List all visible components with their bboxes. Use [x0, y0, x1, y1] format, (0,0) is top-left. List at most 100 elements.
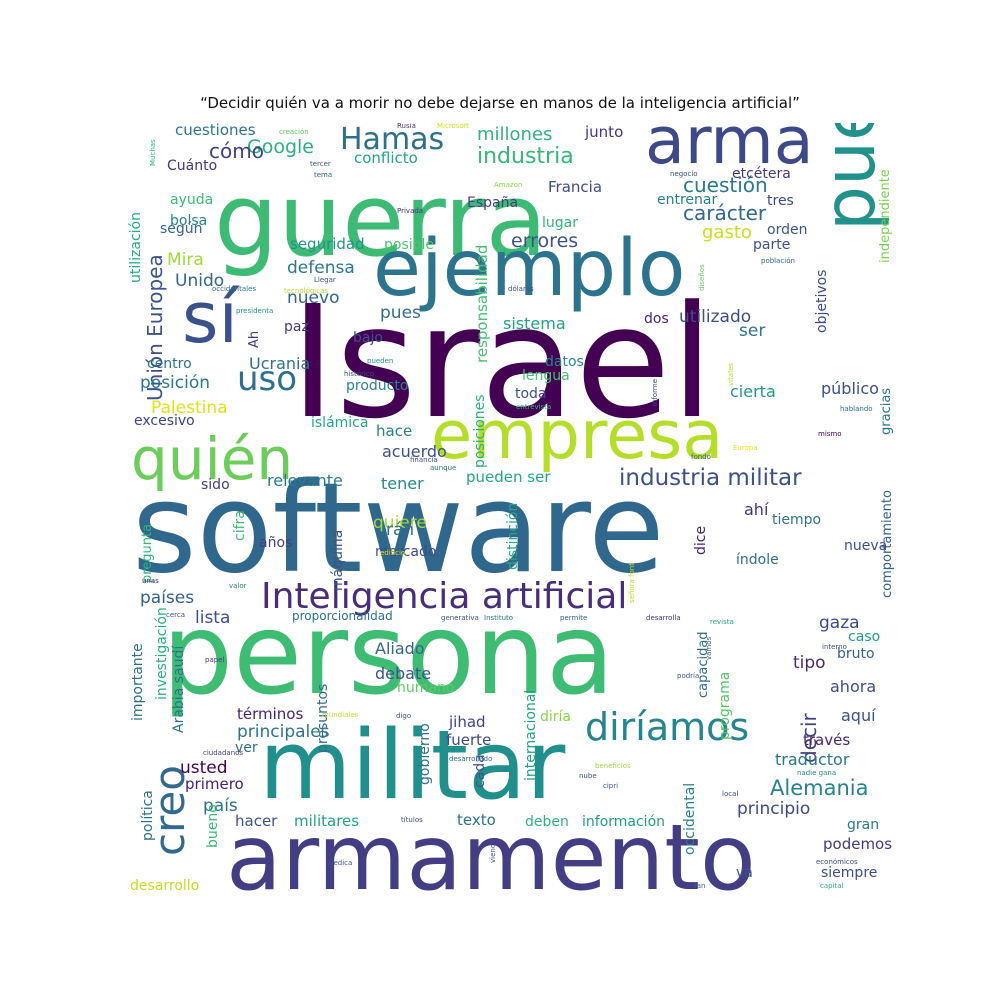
cloud-word: quiere — [373, 513, 427, 533]
cloud-word: podría — [677, 672, 699, 680]
cloud-word: va — [736, 865, 753, 881]
figure-title: “Decidir quién va a morir no debe dejars… — [200, 94, 800, 112]
cloud-word: defensa — [287, 258, 355, 278]
cloud-word: podemos — [823, 835, 892, 853]
cloud-word: principio — [737, 799, 810, 819]
cloud-word: parte — [753, 237, 790, 253]
cloud-word: revista — [710, 618, 734, 626]
cloud-word: dedica — [329, 859, 352, 867]
cloud-word: informe — [651, 379, 659, 406]
cloud-word: diseños — [698, 264, 706, 291]
cloud-word: interno — [822, 643, 847, 651]
cloud-word: Irán — [381, 520, 414, 540]
cloud-word: nube — [579, 772, 597, 780]
cloud-word: millones — [477, 124, 552, 145]
cloud-word: siempre — [821, 865, 877, 881]
cloud-word: presidenta — [236, 307, 273, 315]
cloud-word: producto — [346, 378, 408, 394]
cloud-word: caso — [848, 629, 880, 645]
cloud-word: primero — [185, 775, 244, 793]
cloud-word: ahí — [744, 500, 769, 519]
cloud-word: programa — [717, 672, 733, 740]
cloud-word: capital — [820, 882, 844, 890]
cloud-word: vitales — [727, 363, 735, 386]
cloud-word: orden — [767, 222, 807, 238]
cloud-word: industria — [477, 144, 574, 169]
cloud-word: investigación — [154, 607, 170, 700]
cloud-word: gracias — [879, 388, 894, 435]
cloud-word: hacer — [235, 812, 278, 830]
cloud-word: tercer — [310, 160, 331, 168]
cloud-word: tres — [767, 193, 794, 209]
cloud-word: sistema — [503, 314, 566, 333]
cloud-word: edificio — [380, 549, 405, 557]
cloud-word: industria militar — [619, 465, 802, 491]
cloud-word: títulos — [401, 816, 423, 824]
cloud-word: unas — [142, 577, 159, 585]
cloud-word: fuerte — [446, 731, 491, 749]
cloud-word: hablando — [840, 405, 873, 413]
cloud-word: responsabilidad — [473, 245, 491, 363]
cloud-word: tiempo — [772, 512, 821, 528]
cloud-word: objetivos — [814, 270, 830, 333]
cloud-word: arma — [645, 123, 814, 179]
cloud-word: islámica — [311, 415, 368, 431]
cloud-word: errores — [511, 230, 578, 252]
cloud-word: bajo — [353, 330, 383, 346]
cloud-word: tipo — [793, 653, 826, 673]
cloud-word: junto — [584, 123, 623, 141]
cloud-word: occidental — [682, 783, 698, 855]
cloud-word: internacional — [523, 690, 539, 781]
cloud-word: lista — [195, 608, 230, 628]
cloud-word: años — [259, 535, 292, 551]
cloud-word: guerra — [214, 161, 547, 279]
cloud-word: pueden — [367, 357, 393, 365]
cloud-word: independiente — [878, 169, 893, 263]
cloud-word: importante — [130, 643, 146, 721]
cloud-word: país — [203, 796, 238, 816]
cloud-word: entrevista — [516, 403, 551, 411]
cloud-word: debate — [375, 664, 431, 683]
cloud-word: digo — [396, 712, 411, 720]
cloud-word: pues — [380, 303, 421, 323]
cloud-word: España — [467, 195, 518, 211]
word-cloud-canvas: Israelsoftwarepersonaguerramilitararmame… — [128, 123, 895, 893]
cloud-word: tener — [381, 474, 424, 493]
cloud-word: lugar — [542, 215, 578, 231]
cloud-word: gaza — [819, 613, 860, 633]
cloud-word: desarrollo — [130, 878, 199, 893]
cloud-word: mismo — [818, 430, 842, 438]
cloud-word: cifra — [232, 510, 248, 541]
cloud-word: gasto — [702, 222, 752, 243]
cloud-word: jihad — [448, 713, 486, 731]
cloud-word: cierta — [730, 382, 776, 401]
cloud-word: información — [582, 814, 665, 830]
cloud-word: pregunta — [140, 524, 155, 583]
cloud-word: valor — [229, 582, 247, 590]
cloud-word: papel — [205, 656, 224, 664]
cloud-word: generativa — [441, 614, 479, 622]
cloud-word: través — [803, 731, 850, 749]
cloud-word: fondo — [691, 453, 711, 461]
cloud-word: toda — [515, 386, 547, 402]
cloud-word: económicos — [816, 858, 858, 866]
cloud-word: cerca — [166, 611, 185, 619]
cloud-word: Unido — [175, 271, 224, 291]
cloud-word: quién — [131, 425, 293, 493]
cloud-word: ver — [235, 740, 258, 756]
cloud-word: persona — [162, 590, 615, 720]
cloud-word: occidentales — [212, 285, 256, 293]
cloud-word: Microsoft — [437, 123, 469, 130]
cloud-word: etcétera — [732, 166, 791, 182]
cloud-word: sido — [201, 477, 230, 493]
cloud-word: vamos — [705, 636, 713, 660]
cloud-word: posible — [384, 237, 434, 253]
cloud-word: Inteligencia artificial — [261, 576, 627, 617]
cloud-word: comportamiento — [880, 490, 895, 598]
cloud-word: Ucrania — [249, 354, 310, 373]
cloud-word: política — [140, 790, 156, 841]
cloud-word: viendo — [489, 839, 497, 863]
cloud-word: bruto — [837, 646, 875, 662]
cloud-word: Amazon — [494, 181, 522, 189]
cloud-word: nadie gana — [797, 769, 836, 777]
